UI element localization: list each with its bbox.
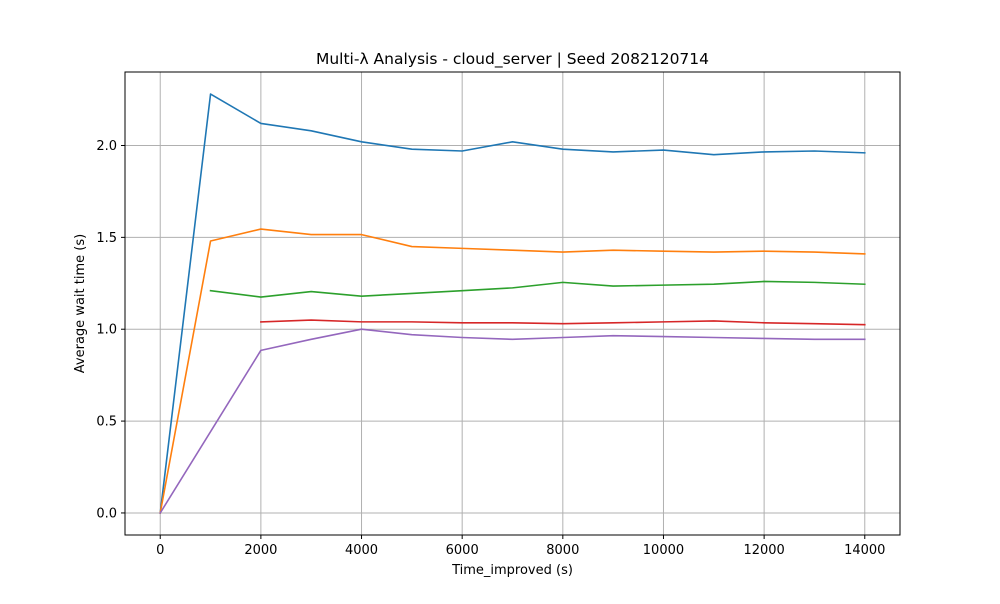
x-tick-label: 2000: [244, 543, 277, 558]
x-axis-label: Time_improved (s): [451, 563, 573, 578]
y-tick-label: 1.5: [96, 231, 117, 246]
x-tick-label: 4000: [345, 543, 378, 558]
y-tick-label: 2.0: [96, 139, 117, 154]
series-line-4: [260, 319, 866, 326]
plot-area-frame: [124, 71, 901, 536]
x-tick-label: 6000: [446, 543, 479, 558]
y-axis-label: Average wait time (s): [73, 234, 88, 373]
series-line-1: [159, 93, 866, 514]
y-tick-label: 0.0: [96, 506, 117, 521]
chart-title: Multi-λ Analysis - cloud_server | Seed 2…: [316, 50, 709, 69]
x-tick-label: 14000: [844, 543, 885, 558]
y-tick-label: 0.5: [96, 415, 117, 430]
x-tick-label: 0: [156, 543, 164, 558]
x-tick-label: 10000: [643, 543, 684, 558]
x-tick-label: 12000: [743, 543, 784, 558]
series-line-3: [209, 280, 866, 298]
series-line-5: [159, 328, 866, 515]
axis-ticks: 0 2000 4000 6000 8000 10000 12000 14000 0.0 0.5 1.…: [96, 139, 885, 558]
y-tick-label: 1.0: [96, 323, 117, 338]
series-lines: [159, 93, 866, 515]
series-line-2: [159, 228, 866, 514]
x-tick-label: 8000: [546, 543, 579, 558]
grid: [125, 72, 900, 535]
